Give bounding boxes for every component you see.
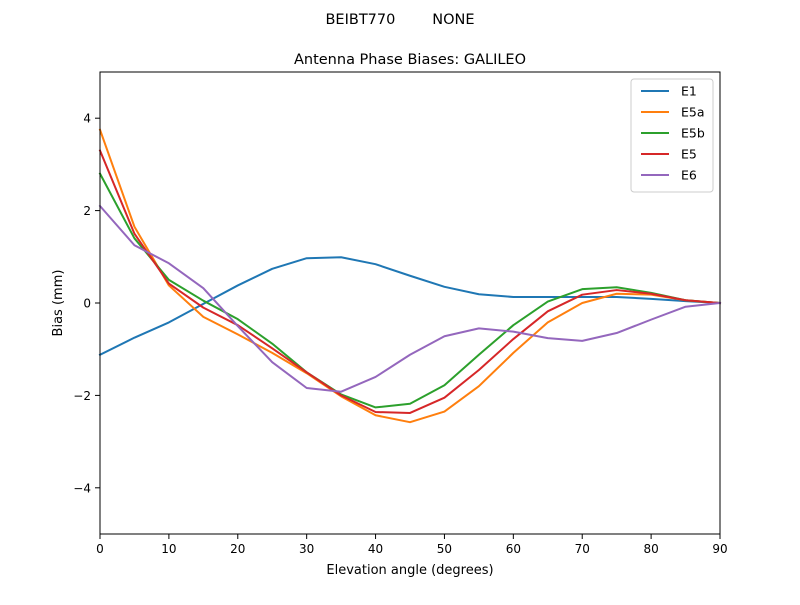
x-tick-label: 60: [506, 542, 521, 556]
legend-label-e5a: E5a: [681, 105, 705, 120]
series-line-e1: [98, 256, 722, 357]
legend-label-e1: E1: [681, 84, 697, 99]
x-tick-label: 0: [96, 542, 104, 556]
chart-title: Antenna Phase Biases: GALILEO: [294, 52, 526, 68]
x-tick-label: 70: [575, 542, 590, 556]
legend-label-e6: E6: [681, 168, 697, 183]
x-tick-label: 30: [299, 542, 314, 556]
y-tick-label: 2: [83, 204, 91, 218]
y-tick-label: −2: [73, 389, 91, 403]
y-axis: −4 −2 0 2 4: [73, 112, 100, 495]
y-axis-label: Bias (mm): [51, 270, 66, 337]
series-line-e5: [98, 149, 722, 414]
x-axis: 0 10 20 30 40 50 60 70 80 90: [96, 534, 728, 556]
figure-suptitle: BEIBT770 NONE: [325, 12, 474, 28]
x-tick-label: 40: [368, 542, 383, 556]
legend-box: [630, 78, 714, 193]
x-tick-label: 80: [643, 542, 658, 556]
legend: E1 E5a E5b E5 E6: [630, 78, 714, 193]
y-tick-label: 0: [83, 297, 91, 311]
series-line-e6: [98, 204, 722, 393]
legend-label-e5: E5: [681, 147, 697, 162]
x-tick-label: 90: [712, 542, 727, 556]
legend-label-e5b: E5b: [681, 126, 705, 141]
x-tick-label: 10: [161, 542, 176, 556]
x-tick-label: 50: [437, 542, 452, 556]
x-tick-label: 20: [230, 542, 245, 556]
x-axis-label: Elevation angle (degrees): [326, 563, 493, 578]
plot-lines: [98, 128, 722, 424]
y-tick-label: 4: [83, 112, 91, 126]
series-line-e5b: [98, 172, 722, 409]
series-line-e5a: [98, 128, 722, 424]
y-tick-label: −4: [73, 481, 91, 495]
